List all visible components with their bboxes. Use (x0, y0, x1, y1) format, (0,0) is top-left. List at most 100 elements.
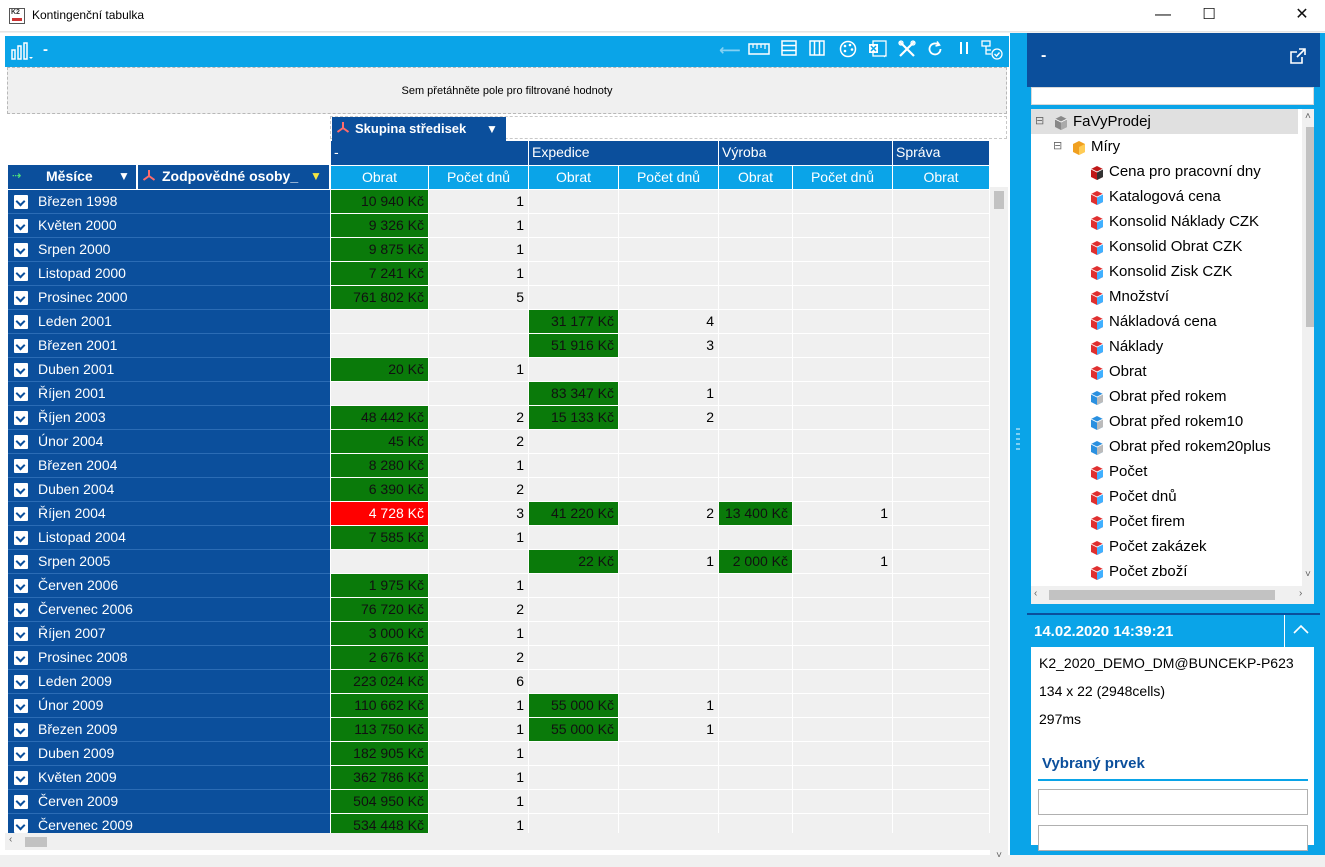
data-cell[interactable] (529, 238, 619, 262)
data-cell[interactable]: 1 975 Kč (331, 574, 429, 598)
row-header[interactable]: Listopad 2004 (8, 526, 330, 550)
data-cell[interactable] (529, 190, 619, 214)
data-cell[interactable] (719, 334, 793, 358)
expand-chevron-icon[interactable] (14, 387, 28, 401)
data-cell[interactable]: 1 (619, 550, 719, 574)
data-cell[interactable]: 113 750 Kč (331, 718, 429, 742)
data-cell[interactable]: 1 (429, 694, 529, 718)
data-cell[interactable]: 8 280 Kč (331, 454, 429, 478)
tools-icon[interactable] (895, 40, 919, 62)
row-header[interactable]: Březen 2009 (8, 718, 330, 742)
row-header[interactable]: Červen 2009 (8, 790, 330, 814)
data-cell[interactable]: 10 940 Kč (331, 190, 429, 214)
data-cell[interactable] (793, 598, 893, 622)
data-cell[interactable] (619, 670, 719, 694)
expand-chevron-icon[interactable] (14, 459, 28, 473)
data-cell[interactable] (719, 766, 793, 790)
data-cell[interactable]: 1 (429, 190, 529, 214)
data-cell[interactable]: 3 (429, 502, 529, 526)
chart-icon[interactable] (11, 42, 33, 65)
data-cell[interactable] (893, 358, 990, 382)
data-cell[interactable] (619, 598, 719, 622)
close-button[interactable]: ✕ (1295, 6, 1309, 23)
data-cell[interactable]: 223 024 Kč (331, 670, 429, 694)
tree-check-icon[interactable] (980, 40, 1004, 62)
data-cell[interactable] (893, 694, 990, 718)
row-header[interactable]: Prosinec 2000 (8, 286, 330, 310)
collapse-chevron-up-icon[interactable] (1284, 615, 1317, 647)
data-cell[interactable] (893, 502, 990, 526)
filter-drop-area[interactable]: Sem přetáhněte pole pro filtrované hodno… (7, 67, 1007, 114)
data-cell[interactable]: 1 (793, 502, 893, 526)
scroll-down-arrow-icon[interactable]: ˅ (1305, 569, 1311, 580)
data-cell[interactable]: 504 950 Kč (331, 790, 429, 814)
data-cell[interactable]: 1 (429, 238, 529, 262)
column-field-area[interactable] (330, 116, 1007, 139)
data-cell[interactable] (793, 454, 893, 478)
scroll-thumb[interactable] (1306, 127, 1314, 327)
data-cell[interactable] (529, 598, 619, 622)
data-cell[interactable] (619, 574, 719, 598)
data-cell[interactable] (429, 550, 529, 574)
row-header[interactable]: Srpen 2005 (8, 550, 330, 574)
data-cell[interactable]: 9 326 Kč (331, 214, 429, 238)
data-cell[interactable] (619, 622, 719, 646)
data-cell[interactable] (793, 334, 893, 358)
data-cell[interactable] (529, 358, 619, 382)
data-cell[interactable] (719, 406, 793, 430)
data-cell[interactable] (619, 190, 719, 214)
data-cell[interactable] (529, 790, 619, 814)
pause-icon[interactable] (952, 40, 976, 62)
data-cell[interactable] (529, 526, 619, 550)
data-cell[interactable]: 22 Kč (529, 550, 619, 574)
data-cell[interactable] (793, 478, 893, 502)
data-cell[interactable] (893, 478, 990, 502)
data-cell[interactable]: 2 (429, 598, 529, 622)
filter-active-chevron-icon[interactable]: ▼ (310, 169, 322, 183)
data-cell[interactable] (893, 718, 990, 742)
grid-vertical-scrollbar[interactable]: ▲ ˅ (990, 187, 1008, 867)
data-cell[interactable]: 83 347 Kč (529, 382, 619, 406)
data-cell[interactable]: 1 (429, 358, 529, 382)
expand-chevron-icon[interactable] (14, 291, 28, 305)
data-cell[interactable]: 1 (429, 718, 529, 742)
measure-header[interactable]: Počet dnů (793, 165, 893, 189)
scroll-left-arrow-icon[interactable]: ‹ (9, 834, 13, 845)
scroll-up-arrow-icon[interactable]: ˄ (1305, 111, 1311, 122)
data-cell[interactable]: 1 (429, 214, 529, 238)
expand-chevron-icon[interactable] (14, 795, 28, 809)
row-header[interactable]: Duben 2009 (8, 742, 330, 766)
data-cell[interactable] (719, 262, 793, 286)
data-cell[interactable]: 1 (429, 526, 529, 550)
data-cell[interactable] (331, 550, 429, 574)
data-cell[interactable]: 48 442 Kč (331, 406, 429, 430)
data-cell[interactable]: 2 (429, 430, 529, 454)
row-header[interactable]: Březen 2004 (8, 454, 330, 478)
expand-chevron-icon[interactable] (14, 195, 28, 209)
data-cell[interactable] (893, 454, 990, 478)
data-cell[interactable] (793, 286, 893, 310)
scroll-down-arrow-icon[interactable]: ˅ (996, 850, 1002, 861)
data-cell[interactable] (719, 286, 793, 310)
data-cell[interactable]: 4 (619, 310, 719, 334)
data-cell[interactable] (893, 406, 990, 430)
rows-icon[interactable] (777, 40, 801, 62)
row-header[interactable]: Říjen 2007 (8, 622, 330, 646)
data-cell[interactable]: 1 (429, 574, 529, 598)
data-cell[interactable] (429, 382, 529, 406)
back-arrow-icon[interactable]: ⟵ (719, 42, 741, 59)
data-cell[interactable] (719, 214, 793, 238)
data-cell[interactable]: 5 (429, 286, 529, 310)
data-cell[interactable] (529, 214, 619, 238)
data-cell[interactable]: 1 (793, 550, 893, 574)
measure-header[interactable]: Počet dnů (619, 165, 719, 189)
data-cell[interactable] (793, 190, 893, 214)
data-cell[interactable]: 3 (619, 334, 719, 358)
row-header[interactable]: Červen 2006 (8, 574, 330, 598)
data-cell[interactable] (719, 598, 793, 622)
expand-chevron-icon[interactable] (14, 771, 28, 785)
selected-item-field-1[interactable] (1038, 789, 1308, 815)
data-cell[interactable] (719, 622, 793, 646)
data-cell[interactable]: 2 (429, 646, 529, 670)
data-cell[interactable]: 1 (429, 790, 529, 814)
